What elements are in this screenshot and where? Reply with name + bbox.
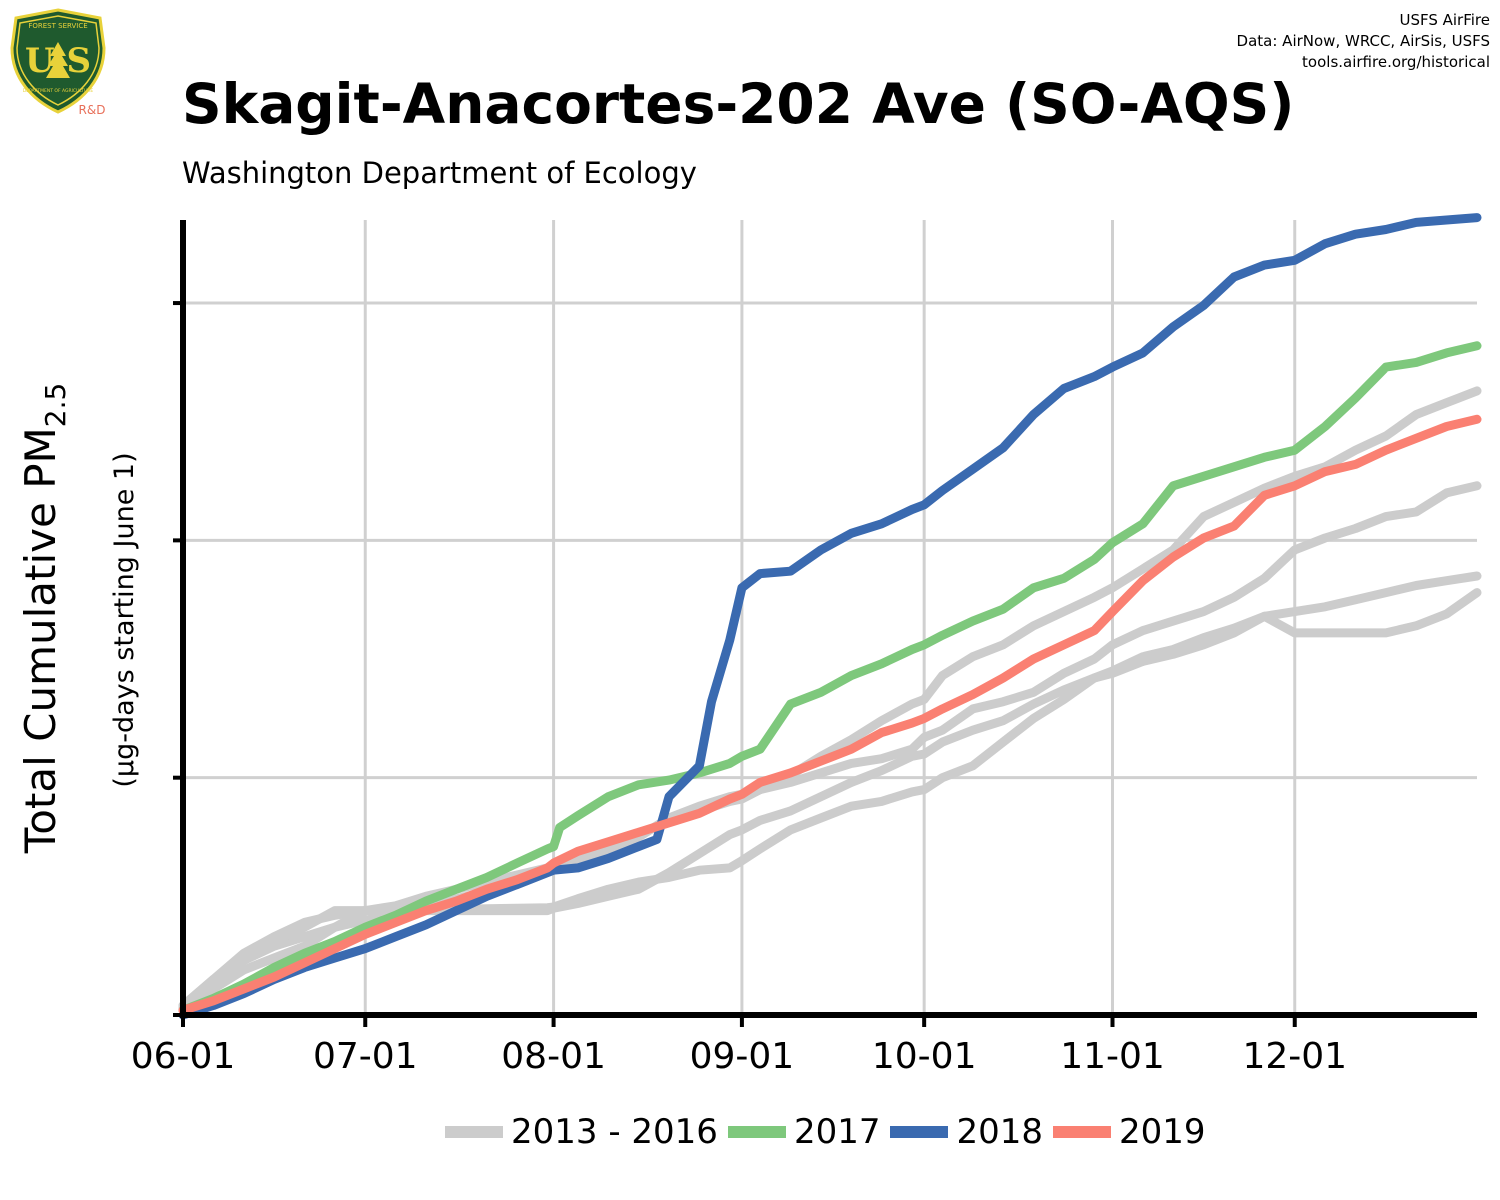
- x-tick-label: 07-01: [313, 1036, 418, 1077]
- legend-swatch: [890, 1126, 949, 1138]
- credit-line: USFS AirFire: [1399, 11, 1490, 29]
- svg-text:FOREST SERVICE: FOREST SERVICE: [28, 22, 87, 30]
- legend: 2013 - 2016 2017 2018 2019: [445, 1112, 1216, 1152]
- legend-label: 2018: [956, 1112, 1044, 1152]
- x-tick-label: 06-01: [131, 1036, 236, 1077]
- legend-item: 2017: [727, 1112, 881, 1152]
- x-tick-label: 09-01: [690, 1036, 795, 1077]
- series-line: [178, 341, 1482, 1015]
- legend-label: 2013 - 2016: [511, 1112, 718, 1152]
- credit-line: tools.airfire.org/historical: [1302, 53, 1490, 71]
- series-line: [178, 213, 1482, 1020]
- credit-line: Data: AirNow, WRCC, AirSis, USFS: [1236, 32, 1490, 50]
- tree-icon: [46, 42, 70, 78]
- y-axis-label: Total Cumulative PM2.5: [16, 383, 72, 855]
- chart-subtitle: Washington Department of Ecology: [182, 156, 697, 190]
- series-line: [178, 414, 1482, 1015]
- legend-swatch: [727, 1126, 786, 1138]
- legend-label: 2019: [1119, 1112, 1206, 1152]
- x-tick-label: 10-01: [872, 1036, 977, 1077]
- x-tick-label: 12-01: [1242, 1036, 1347, 1077]
- legend-swatch: [1053, 1126, 1112, 1138]
- legend-item: 2013 - 2016: [445, 1112, 718, 1152]
- y-axis-label-text: Total Cumulative PM: [16, 427, 65, 854]
- svg-text:R&D: R&D: [79, 103, 106, 117]
- x-tick-label: 08-01: [501, 1036, 606, 1077]
- credits: USFS AirFire Data: AirNow, WRCC, AirSis,…: [1237, 10, 1490, 73]
- legend-item: 2019: [1053, 1112, 1206, 1152]
- legend-label: 2017: [793, 1112, 881, 1152]
- y-axis-sublabel: (µg-days starting June 1): [109, 452, 140, 787]
- x-tick-label: 11-01: [1060, 1036, 1165, 1077]
- legend-item: 2018: [890, 1112, 1043, 1152]
- usfs-shield-logo: U S FOREST SERVICE DEPARTMENT OF AGRICUL…: [8, 8, 108, 118]
- legend-swatch: [445, 1126, 503, 1138]
- svg-text:DEPARTMENT OF AGRICULTURE: DEPARTMENT OF AGRICULTURE: [23, 88, 94, 94]
- y-axis-label-subscript: 2.5: [39, 383, 72, 428]
- chart-title: Skagit-Anacortes-202 Ave (SO-AQS): [182, 72, 1295, 136]
